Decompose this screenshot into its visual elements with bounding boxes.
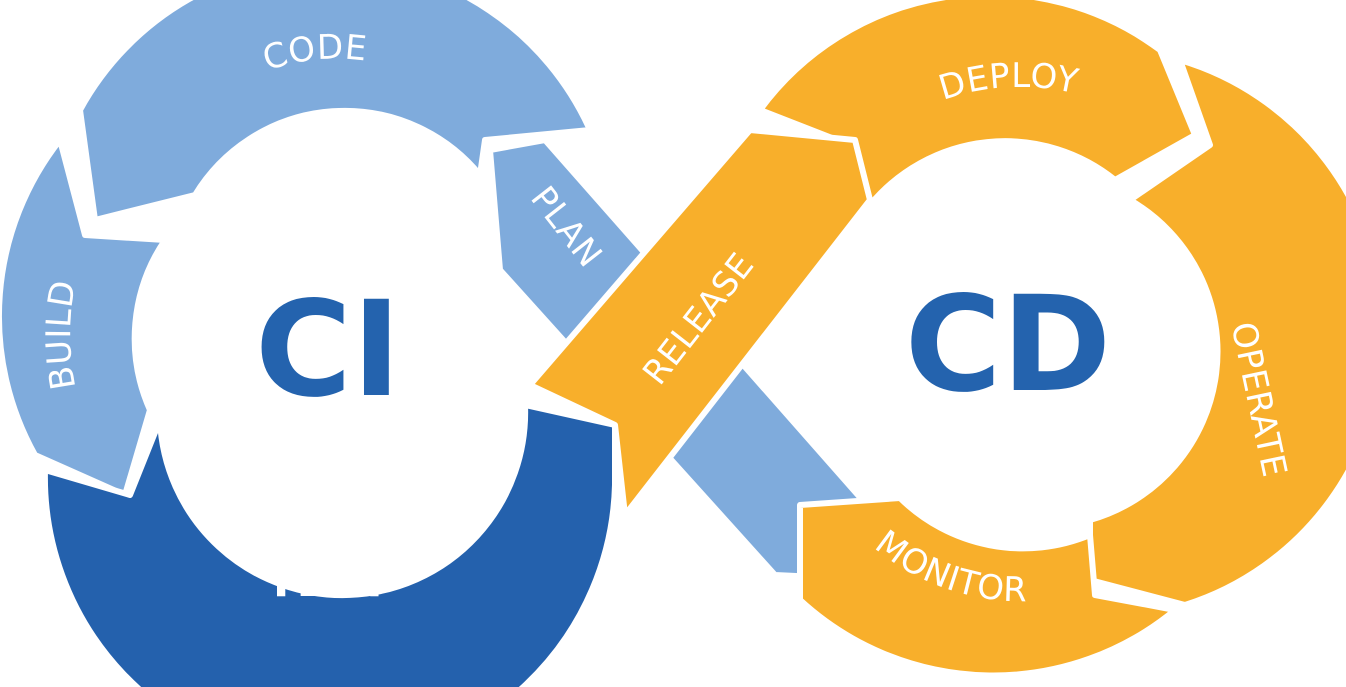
ci-center-label: CI bbox=[255, 273, 401, 427]
test-label: TEST bbox=[266, 556, 390, 607]
build-segment bbox=[0, 137, 168, 498]
monitor-segment bbox=[797, 495, 1178, 679]
code-segment bbox=[77, 0, 593, 223]
build-label: BUILD bbox=[39, 277, 84, 392]
cd-loop bbox=[527, 0, 1346, 679]
test-segment bbox=[41, 402, 618, 687]
cd-center-label: CD bbox=[905, 268, 1111, 422]
operate-segment bbox=[1087, 57, 1346, 608]
release-ribbon bbox=[527, 127, 873, 518]
deploy-segment bbox=[757, 0, 1198, 208]
